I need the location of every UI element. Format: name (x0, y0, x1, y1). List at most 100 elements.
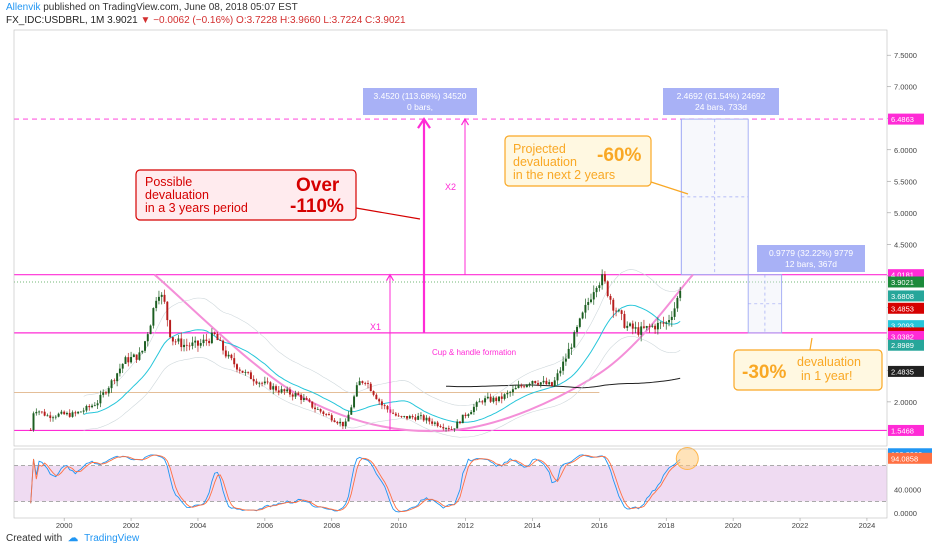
candle-body (68, 412, 71, 417)
orange-bottom-line1: devaluation (797, 355, 861, 369)
candles (29, 269, 682, 432)
candle-body (249, 372, 252, 380)
candle-body (439, 426, 442, 428)
candle-body (679, 290, 682, 298)
candle-body (369, 383, 372, 392)
tradingview-brand[interactable]: TradingView (84, 533, 140, 544)
price-pane-frame (13, 29, 888, 447)
candle-body (277, 390, 280, 393)
candle-body (202, 339, 205, 344)
candle-body (311, 401, 314, 408)
price-tag-label: 2.4835 (891, 367, 914, 376)
x-tick-label: 2020 (725, 521, 742, 530)
candle-body (146, 334, 149, 342)
candle-body (559, 370, 562, 374)
orange-bottom-callout[interactable]: -30% devaluation in 1 year! (733, 337, 883, 391)
candle-body (308, 399, 311, 402)
y-tick-label: 5.0000 (894, 209, 917, 218)
candle-body (542, 380, 545, 383)
candle-body (121, 363, 124, 369)
candle-body (280, 389, 283, 393)
price-tag (888, 113, 924, 125)
price-tag-label: 3.9021 (891, 278, 914, 287)
candle-body (525, 384, 528, 388)
x-tick-label: 2006 (257, 521, 274, 530)
candle-body (238, 369, 241, 371)
orange-top-big: -60% (597, 145, 641, 166)
orange-top-line3: in the next 2 years (513, 168, 615, 182)
candle-body (350, 407, 353, 415)
red-callout[interactable]: Possible devaluation in a 3 years period… (135, 169, 421, 221)
orange-top-callout[interactable]: Projected devaluation in the next 2 year… (504, 135, 689, 195)
candle-body (475, 402, 478, 407)
candle-body (236, 364, 238, 370)
candle-body (461, 414, 464, 424)
candle-body (283, 389, 286, 392)
candle-body (286, 389, 289, 392)
candle-body (261, 382, 264, 384)
candle-body (367, 383, 369, 384)
candle-body (511, 389, 514, 393)
candle-body (230, 354, 233, 359)
candle-body (244, 371, 247, 373)
candle-body (113, 380, 116, 382)
x-tick-label: 2014 (524, 521, 541, 530)
candle-body (275, 386, 277, 391)
symbol-info: FX_IDC:USDBRL, 1M 3.9021 ▼ −0.0062 (−0.1… (6, 15, 406, 26)
candle-body (626, 325, 629, 328)
candle-body (85, 405, 88, 411)
price-tag-label: 3.4853 (891, 304, 914, 313)
last-price: 3.9021 (107, 15, 138, 26)
candle-body (183, 344, 186, 348)
candle-body (486, 396, 489, 399)
measure1-line1: 3.4520 (113.68%) 34520 (374, 91, 467, 101)
measure1-line2: 0 bars, (407, 102, 433, 112)
candle-body (132, 354, 135, 358)
candle-body (403, 416, 406, 417)
candle-body (380, 401, 383, 406)
stoch-tick-label: 0.0000 (894, 509, 917, 518)
candle-body (266, 381, 269, 383)
candle-body (623, 313, 626, 328)
stoch-highlight-circle (675, 447, 699, 471)
stoch-pane-frame (13, 448, 888, 519)
author-link[interactable]: Allenvik (6, 2, 41, 13)
candle-body (52, 417, 54, 419)
candle-body (353, 396, 356, 408)
x-tick-label: 2016 (591, 521, 608, 530)
candle-body (603, 274, 606, 282)
candle-body (99, 394, 102, 404)
candle-body (417, 415, 420, 420)
candle-body (503, 394, 506, 399)
candle-body (642, 326, 645, 328)
y-tick-label: 6.0000 (894, 146, 917, 155)
candle-body (673, 308, 676, 317)
candle-body (654, 325, 657, 330)
candle-body (35, 411, 38, 414)
candle-body (107, 388, 110, 394)
candle-body (553, 380, 556, 387)
candle-body (531, 381, 534, 384)
stoch-band (14, 465, 887, 502)
candle-body (233, 358, 236, 365)
x-tick-label: 2012 (457, 521, 474, 530)
candle-body (509, 392, 512, 394)
y-tick-label: 7.5000 (894, 51, 917, 60)
candle-body (433, 422, 436, 424)
x-tick-label: 2002 (123, 521, 140, 530)
symbol-name[interactable]: FX_IDC:USDBRL, 1M (6, 15, 105, 26)
candle-body (325, 414, 328, 415)
candle-body (442, 427, 445, 429)
candle-body (144, 341, 146, 351)
x2-arrow-head (460, 117, 470, 126)
candle-body (258, 382, 261, 384)
candle-body (550, 382, 553, 387)
candle-body (640, 326, 643, 335)
candle-body (40, 411, 43, 413)
candle-body (79, 411, 82, 413)
measure-label-3: 0.9779 (32.22%) 9779 12 bars, 367d (757, 245, 865, 272)
candle-body (118, 368, 121, 374)
candle-body (102, 392, 105, 395)
orange-bottom-big: -30% (742, 362, 786, 383)
